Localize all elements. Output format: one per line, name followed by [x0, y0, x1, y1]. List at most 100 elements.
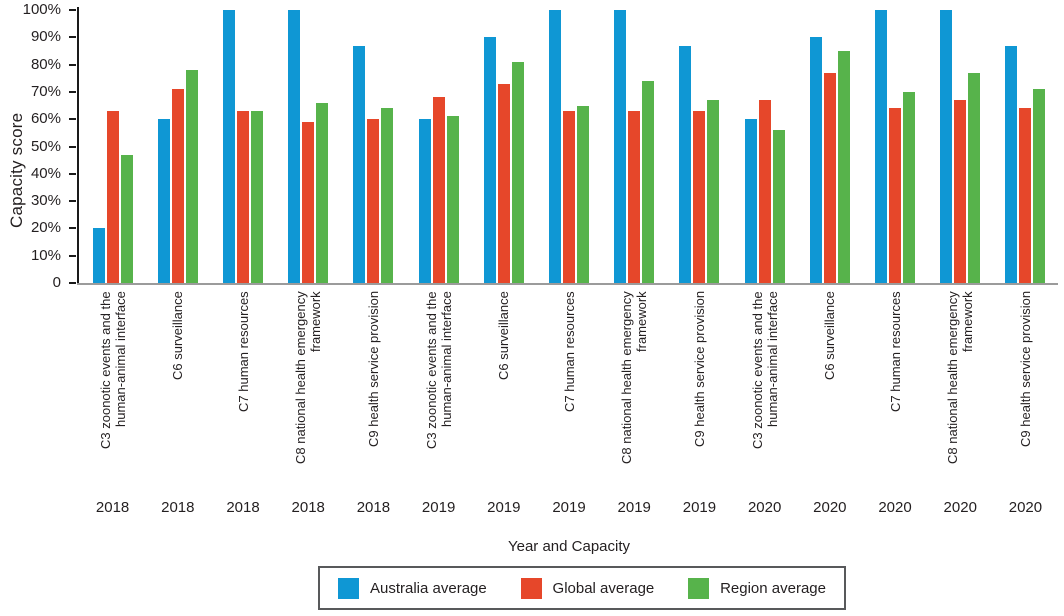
x-year-label: 2018 [291, 499, 325, 516]
x-capacity-label: C7 human resources [561, 291, 577, 412]
bar-australia-average [940, 10, 953, 283]
y-axis-line [77, 7, 79, 285]
x-capacity-label: C9 health service provision [1017, 291, 1033, 448]
x-capacity-label: C3 zoonotic events and the human-animal … [97, 291, 128, 449]
x-capacity-cell: C9 health service provision [341, 291, 406, 491]
bar-region-average [1033, 89, 1046, 283]
x-capacity-label: C8 national health emergency framework [293, 291, 324, 464]
y-tick-label: 20% [30, 219, 61, 237]
bar-region-average [251, 111, 263, 283]
x-capacity-label: C6 surveillance [496, 291, 512, 380]
bar-region-average [120, 154, 133, 283]
x-axis-title: Year and Capacity [507, 538, 631, 555]
x-year-label: 2020 [813, 499, 847, 516]
bar-australia-average [549, 10, 562, 283]
x-capacity-cell: C9 health service provision [993, 291, 1058, 491]
bar-global-average [889, 108, 902, 283]
y-tick-mark [69, 36, 76, 39]
legend-swatch-global-average [520, 577, 542, 599]
bar-group [80, 10, 145, 283]
x-year-label: 2019 [617, 499, 651, 516]
bar-region-average [185, 70, 198, 283]
x-capacity-label: C9 health service provision [365, 291, 381, 448]
x-year-label: 2020 [943, 499, 977, 516]
x-capacity-cell: C8 national health emergency framework [928, 291, 993, 491]
y-tick-label: 0 [52, 274, 61, 291]
x-capacity-cell: C6 surveillance [471, 291, 536, 491]
x-year-label: 2020 [1008, 499, 1043, 516]
bar-group [406, 10, 471, 283]
x-year-label: 2019 [421, 499, 456, 516]
bar-region-average [642, 80, 655, 283]
legend-item-australia-average: Australia average [338, 577, 487, 599]
y-tick-mark [69, 90, 76, 93]
x-year-label: 2018 [356, 499, 391, 516]
x-capacity-cell: C7 human resources [536, 291, 601, 491]
bar-global-average [563, 111, 576, 283]
x-capacity-cell: C8 national health emergency framework [602, 291, 667, 491]
bar-group [667, 10, 732, 283]
x-capacity-cell: C8 national health emergency framework [276, 291, 341, 491]
y-tick-label: 40% [30, 164, 61, 182]
bar-group [993, 10, 1058, 283]
bar-australia-average [679, 45, 692, 283]
legend-item-region-average: Region average [688, 577, 826, 599]
x-axis-year-labels: 2018 2018 2018 2018 2018 2019 2019 2019 2019 2019… [80, 499, 1058, 516]
bar-global-average [954, 100, 967, 283]
legend-swatch-region-average [688, 577, 710, 599]
y-tick-mark [69, 282, 76, 284]
bar-group [210, 10, 275, 283]
x-year-label: 2019 [487, 499, 521, 516]
x-capacity-cell: C7 human resources [862, 291, 927, 491]
legend-label-global-average: Global average [552, 579, 655, 597]
bar-global-average [106, 111, 119, 283]
y-tick-mark [69, 254, 76, 257]
x-capacity-label: C7 human resources [235, 291, 251, 412]
bar-group [862, 10, 927, 283]
bar-region-average [772, 130, 785, 283]
bar-australia-average [744, 119, 757, 283]
x-axis-capacity-labels: C3 zoonotic events and the human-animal … [80, 291, 1058, 491]
bar-group [732, 10, 797, 283]
bar-global-average [497, 83, 510, 283]
x-year-label: 2020 [747, 499, 782, 516]
x-capacity-label: C9 health service provision [691, 291, 707, 448]
bar-australia-average [614, 10, 627, 283]
bar-global-average [171, 89, 184, 283]
bar-global-average [1019, 108, 1032, 283]
x-capacity-label: C3 zoonotic events and the human-animal … [423, 291, 454, 449]
bar-australia-average [483, 37, 496, 283]
x-year-label: 2018 [226, 499, 260, 516]
x-capacity-label: C8 national health emergency framework [945, 291, 976, 464]
bar-region-average [511, 61, 524, 283]
bar-australia-average [157, 119, 170, 283]
bar-australia-average [353, 45, 366, 283]
x-axis-line [77, 283, 1058, 285]
x-capacity-cell: C3 zoonotic events and the human-animal … [732, 291, 797, 491]
bar-group [928, 10, 993, 283]
bar-global-average [628, 111, 641, 283]
bar-group [536, 10, 601, 283]
bar-region-average [381, 108, 394, 283]
y-tick-mark [69, 200, 76, 203]
bar-group [145, 10, 210, 283]
bar-australia-average [92, 228, 105, 283]
x-year-label: 2018 [161, 499, 195, 516]
bar-australia-average [809, 37, 822, 283]
legend-item-global-average: Global average [520, 577, 655, 599]
bar-group [341, 10, 406, 283]
bar-global-average [758, 100, 771, 283]
y-tick-label: 70% [30, 82, 61, 100]
x-capacity-label: C8 national health emergency framework [619, 291, 650, 464]
x-capacity-cell: C6 surveillance [145, 291, 210, 491]
y-tick-label: 80% [30, 55, 61, 73]
y-tick-label: 50% [30, 137, 61, 155]
x-year-label: 2019 [682, 499, 717, 516]
y-tick-label: 10% [30, 246, 61, 264]
x-capacity-cell: C3 zoonotic events and the human-animal … [80, 291, 145, 491]
bar-group [602, 10, 667, 283]
x-capacity-cell: C9 health service provision [667, 291, 732, 491]
y-tick-label: 30% [30, 192, 61, 210]
legend-label-region-average: Region average [720, 579, 826, 597]
